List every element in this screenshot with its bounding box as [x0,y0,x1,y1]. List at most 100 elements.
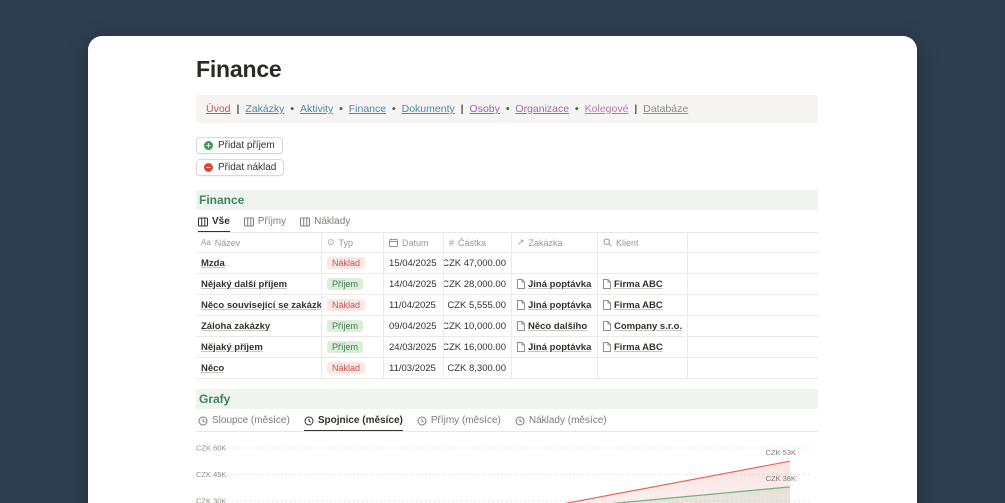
cell-typ[interactable]: Náklad [322,358,384,378]
page-link[interactable]: Firma ABC [603,279,663,290]
cell-typ[interactable]: Náklad [322,295,384,315]
page-link[interactable]: Jiná poptávka [517,279,591,290]
cell-datum[interactable]: 14/04/2025 [384,274,444,294]
nav-link-organizace[interactable]: Organizace [515,103,570,115]
table-row[interactable]: Mzda Náklad 15/04/2025 CZK 47,000.00 [196,253,818,274]
page-link[interactable]: Jiná poptávka [517,342,591,353]
cell-datum[interactable]: 11/03/2025 [384,358,444,378]
nav-link-kolegove[interactable]: Kolegové [584,103,629,115]
nav-separator: • [290,103,295,115]
page-link[interactable]: Něco dalšího [517,321,587,332]
cell-klient[interactable] [598,253,688,273]
cell-typ[interactable]: Příjem [322,316,384,336]
typ-badge: Náklad [327,299,366,311]
cell-castka[interactable]: CZK 28,000.00 [444,274,512,294]
page-link[interactable]: Jiná poptávka [517,300,591,311]
nav-link-finance[interactable]: Finance [348,103,387,115]
tab-prijmy[interactable]: Příjmy [243,216,286,232]
cell-nazev[interactable]: Mzda [196,253,322,273]
cell-nazev[interactable]: Něco [196,358,322,378]
column-header-castka[interactable]: # Částka [444,233,512,252]
action-buttons: + Přidat příjem − Přidat náklad [196,137,818,176]
cell-nazev[interactable]: Něco související se zakázkou [196,295,322,315]
page-link[interactable]: Company s.r.o. [603,321,682,332]
cell-datum[interactable]: 09/04/2025 [384,316,444,336]
cell-typ[interactable]: Příjem [322,274,384,294]
tab-naklady[interactable]: Náklady [300,216,350,232]
cell-castka[interactable]: CZK 16,000.00 [444,337,512,357]
table-view-icon [198,217,208,226]
cell-zakazka[interactable]: Jiná poptávka [512,274,598,294]
nav-link-uvod[interactable]: Úvod [206,103,231,115]
series-line [611,486,791,503]
column-header-klient[interactable]: Klient [598,233,688,252]
nav-link-databaze[interactable]: Databáze [643,103,689,115]
finance-section-header: Finance [196,190,818,210]
cell-nazev[interactable]: Nějaký další příjem [196,274,322,294]
cell-typ[interactable]: Příjem [322,337,384,357]
cell-zakazka[interactable]: Jiná poptávka [512,295,598,315]
add-income-label: Přidat příjem [218,140,275,151]
nav-link-dokumenty[interactable]: Dokumenty [401,103,455,115]
cell-klient[interactable]: Firma ABC [598,274,688,294]
cell-typ[interactable]: Náklad [322,253,384,273]
cell-empty [688,274,818,294]
minus-circle-icon: − [204,163,213,172]
cell-klient[interactable]: Firma ABC [598,337,688,357]
cell-castka[interactable]: CZK 5,555.00 [444,295,512,315]
page-link[interactable]: Firma ABC [603,342,663,353]
column-header-nazev[interactable]: Aa Název [196,233,322,252]
column-header-typ[interactable]: ⊙ Typ [322,233,384,252]
add-income-button[interactable]: + Přidat příjem [196,137,283,154]
typ-badge: Příjem [327,341,364,353]
table-row[interactable]: Nějaký další příjem Příjem 14/04/2025 CZ… [196,274,818,295]
chart-view-tabs: Sloupce (měsíce) Spojnice (měsíce) Příjm… [196,409,818,432]
cell-castka[interactable]: CZK 47,000.00 [444,253,512,273]
cell-klient[interactable]: Firma ABC [598,295,688,315]
cell-zakazka[interactable] [512,358,598,378]
cell-datum[interactable]: 11/04/2025 [384,295,444,315]
page-icon [603,321,611,331]
cell-datum[interactable]: 24/03/2025 [384,337,444,357]
cell-nazev[interactable]: Záloha zakázky [196,316,322,336]
tab-spojnice-mesice[interactable]: Spojnice (měsíce) [303,415,403,431]
relation-arrow-icon: ↗ [517,237,525,247]
cell-castka[interactable]: CZK 8,300.00 [444,358,512,378]
table-header-row: Aa Název ⊙ Typ Datum # Částka ↗ Zakázka Klie… [196,233,818,253]
table-row[interactable]: Nějaký příjem Příjem 24/03/2025 CZK 16,0… [196,337,818,358]
table-row[interactable]: Něco Náklad 11/03/2025 CZK 8,300.00 [196,358,818,379]
table-row[interactable]: Něco související se zakázkou Náklad 11/0… [196,295,818,316]
cell-klient[interactable] [598,358,688,378]
cell-datum[interactable]: 15/04/2025 [384,253,444,273]
tab-sloupce-mesice[interactable]: Sloupce (měsíce) [198,415,290,431]
tab-vse[interactable]: Vše [198,216,230,232]
cell-klient[interactable]: Company s.r.o. [598,316,688,336]
column-header-datum[interactable]: Datum [384,233,444,252]
column-header-zakazka[interactable]: ↗ Zakázka [512,233,598,252]
nav-link-zakazky[interactable]: Zakázky [245,103,285,115]
page-title: Finance [196,56,282,82]
nav-link-aktivity[interactable]: Aktivity [299,103,334,115]
series-area-1 [567,461,790,503]
nav-link-osoby[interactable]: Osoby [469,103,500,115]
cell-zakazka[interactable]: Jiná poptávka [512,337,598,357]
cell-empty [688,337,818,357]
page-icon [517,279,525,289]
cell-castka[interactable]: CZK 10,000.00 [444,316,512,336]
table-row[interactable]: Záloha zakázky Příjem 09/04/2025 CZK 10,… [196,316,818,337]
tab-label: Sloupce (měsíce) [212,415,290,426]
add-expense-button[interactable]: − Přidat náklad [196,159,285,176]
tab-naklady-mesice[interactable]: Náklady (měsíce) [515,415,607,431]
y-axis-tick-label: CZK 45K [196,470,226,479]
tab-label: Příjmy (měsíce) [430,415,501,426]
page-icon [603,279,611,289]
number-property-icon: # [449,237,455,248]
chart-view-icon [304,416,314,425]
cell-zakazka[interactable]: Něco dalšího [512,316,598,336]
table-view-icon [243,217,254,226]
tab-prijmy-mesice[interactable]: Příjmy (měsíce) [417,415,501,431]
cell-nazev[interactable]: Nějaký příjem [196,337,322,357]
cell-zakazka[interactable] [512,253,598,273]
page-link[interactable]: Firma ABC [603,300,663,311]
